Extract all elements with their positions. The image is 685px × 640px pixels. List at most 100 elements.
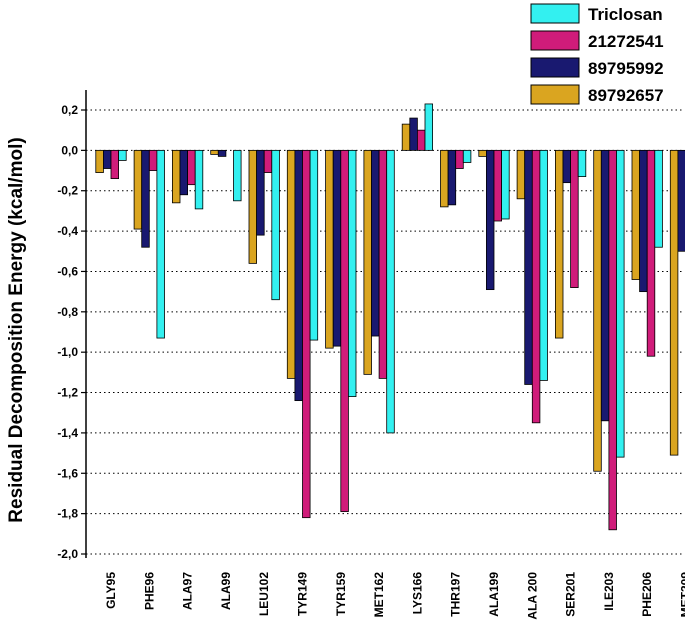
y-axis-label: Residual Decomposition Energy (kcal/mol) bbox=[6, 137, 27, 522]
y-tick-label: -0,6 bbox=[57, 264, 78, 278]
bar-89795992-GLY95 bbox=[103, 149, 112, 169]
bar-89792657-PHE206 bbox=[631, 149, 640, 280]
x-tick-label: PHE96 bbox=[142, 572, 156, 610]
bar-89795992-ALA99 bbox=[217, 149, 227, 157]
bar-Triclosan-MET162 bbox=[386, 149, 395, 434]
x-tick-label: MET209 bbox=[679, 572, 685, 618]
x-tick-label: TYR159 bbox=[334, 572, 348, 616]
x-tick-label: THR197 bbox=[449, 572, 463, 617]
bar-Triclosan-ALA99 bbox=[233, 149, 242, 202]
legend-label: 21272541 bbox=[588, 32, 664, 51]
bar-21272541-THR197 bbox=[455, 149, 464, 169]
bar-89792657-TYR159 bbox=[325, 149, 334, 349]
legend-label: 89795992 bbox=[588, 59, 664, 78]
bar-Triclosan-TYR149 bbox=[309, 149, 319, 341]
bar-Triclosan-ALA200 bbox=[539, 149, 548, 381]
bar-Triclosan-ALA199 bbox=[501, 149, 510, 220]
x-tick-label: ALA199 bbox=[487, 572, 501, 617]
bar-21272541-ALA97 bbox=[187, 149, 196, 186]
bar-Triclosan-SER201 bbox=[577, 149, 587, 178]
x-tick-label: ALA 200 bbox=[525, 572, 539, 620]
x-tick-label: ALA97 bbox=[181, 572, 195, 610]
bar-Triclosan-THR197 bbox=[462, 149, 472, 163]
bar-89792657-PHE96 bbox=[133, 149, 143, 230]
bar-89792657-MET209 bbox=[669, 149, 679, 456]
y-tick-label: -1,8 bbox=[57, 507, 78, 521]
y-tick-label: 0,0 bbox=[61, 143, 78, 157]
x-tick-label: LYS166 bbox=[410, 572, 424, 615]
bar-21272541-ALA199 bbox=[493, 149, 502, 222]
legend-label: Triclosan bbox=[588, 5, 663, 24]
y-tick-label: -1,0 bbox=[57, 345, 78, 359]
bar-89795992-ALA97 bbox=[179, 149, 188, 196]
y-tick-label: -1,4 bbox=[57, 426, 78, 440]
bar-21272541-ILE203 bbox=[608, 149, 617, 531]
bar-Triclosan-ILE203 bbox=[616, 149, 625, 458]
bar-89792657-ALA200 bbox=[516, 149, 526, 200]
bar-89795992-ALA199 bbox=[485, 149, 495, 291]
bar-89792657-THR197 bbox=[440, 149, 449, 208]
bar-89792657-MET162 bbox=[363, 149, 372, 375]
bar-Triclosan-LYS166 bbox=[424, 103, 433, 151]
x-tick-label: SER201 bbox=[564, 572, 578, 617]
bar-89795992-ALA200 bbox=[524, 149, 533, 385]
y-tick-label: -1,6 bbox=[57, 466, 78, 480]
bar-89795992-LYS166 bbox=[409, 117, 418, 151]
legend: Triclosan 21272541 89795992 89792657 bbox=[530, 3, 664, 105]
bar-21272541-MET162 bbox=[378, 149, 388, 379]
bar-89795992-TYR159 bbox=[332, 149, 342, 347]
bar-89795992-SER201 bbox=[562, 149, 571, 184]
y-tick-label: -0,4 bbox=[57, 224, 78, 238]
legend-swatch bbox=[530, 3, 580, 24]
bar-89795992-ILE203 bbox=[600, 149, 610, 422]
bar-Triclosan-ALA97 bbox=[194, 149, 204, 210]
bar-89792657-GLY95 bbox=[95, 149, 104, 173]
bar-Triclosan-PHE206 bbox=[654, 149, 663, 248]
bar-89792657-ILE203 bbox=[593, 149, 602, 472]
bar-89792657-TYR149 bbox=[286, 149, 296, 379]
bar-89795992-MET209 bbox=[677, 149, 685, 252]
x-tick-label: MET162 bbox=[372, 572, 386, 618]
legend-swatch bbox=[530, 30, 580, 51]
x-tick-label: PHE206 bbox=[640, 572, 654, 617]
bar-Triclosan-PHE96 bbox=[156, 149, 165, 339]
bar-21272541-GLY95 bbox=[110, 149, 119, 180]
y-tick-label: 0,2 bbox=[61, 103, 78, 117]
bar-89795992-LEU102 bbox=[256, 149, 265, 236]
bar-89795992-TYR149 bbox=[294, 149, 303, 402]
bar-21272541-TYR149 bbox=[302, 149, 311, 519]
bar-21272541-PHE206 bbox=[646, 149, 656, 357]
x-tick-label: ILE203 bbox=[602, 572, 616, 611]
bar-89792657-ALA97 bbox=[171, 149, 181, 204]
legend-swatch bbox=[530, 84, 580, 105]
y-tick-label: -2,0 bbox=[57, 547, 78, 561]
y-tick-label: -0,8 bbox=[57, 305, 78, 319]
bar-Triclosan-TYR159 bbox=[347, 149, 357, 397]
bar-Triclosan-GLY95 bbox=[118, 149, 127, 161]
x-tick-label: TYR149 bbox=[296, 572, 310, 616]
bars bbox=[95, 103, 685, 531]
bar-21272541-PHE96 bbox=[148, 149, 158, 171]
bar-21272541-SER201 bbox=[570, 149, 579, 289]
bar-21272541-TYR159 bbox=[340, 149, 349, 513]
bar-89795992-MET162 bbox=[371, 149, 380, 337]
bar-89792657-LEU102 bbox=[248, 149, 257, 264]
bar-89792657-LYS166 bbox=[401, 123, 411, 151]
legend-label: 89792657 bbox=[588, 86, 664, 105]
bar-89792657-ALA99 bbox=[210, 149, 219, 155]
bar-89795992-THR197 bbox=[447, 149, 457, 206]
bar-89792657-ALA199 bbox=[478, 149, 487, 157]
legend-swatch bbox=[530, 57, 580, 78]
bar-21272541-ALA200 bbox=[531, 149, 541, 424]
bar-21272541-LYS166 bbox=[416, 129, 426, 151]
y-tick-label: -0,2 bbox=[57, 184, 78, 198]
x-tick-labels: GLY95 PHE96 ALA97 ALA99 LEU102 TYR149 TYR159 ME… bbox=[104, 572, 685, 620]
x-tick-label: ALA99 bbox=[219, 572, 233, 610]
y-tick-labels: 0,2 0,0 -0,2 -0,4 -0,6 -0,8 -1,0 -1,2 -1,4 -1,6 -1… bbox=[57, 103, 78, 561]
bar-89795992-PHE206 bbox=[639, 149, 648, 293]
bar-89792657-SER201 bbox=[555, 149, 564, 339]
bar-89795992-PHE96 bbox=[141, 149, 150, 248]
bar-Triclosan-LEU102 bbox=[271, 149, 280, 301]
x-tick-label: GLY95 bbox=[104, 572, 118, 609]
